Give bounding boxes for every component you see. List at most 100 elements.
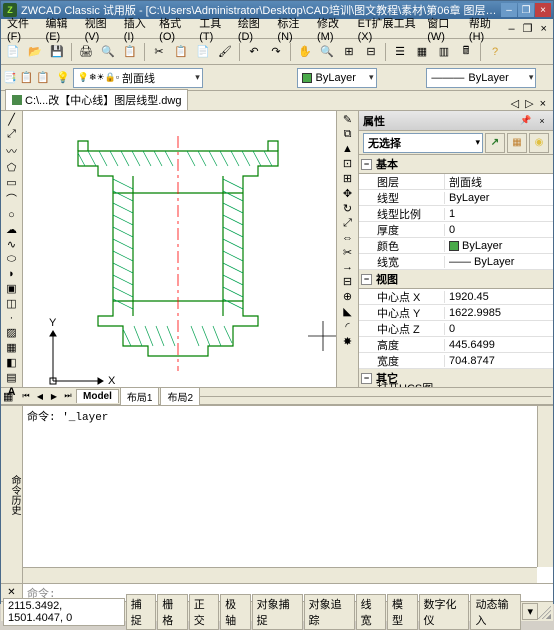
selection-combo[interactable]: 无选择 (363, 133, 483, 153)
scale-button[interactable]: ⤢ (343, 217, 352, 230)
explode-button[interactable]: ✸ (343, 335, 352, 348)
revcloud-button[interactable]: ☁ (3, 223, 21, 236)
array-button[interactable]: ⊞ (343, 172, 352, 185)
prop-row[interactable]: 线型ByLayer (359, 190, 553, 206)
menu-file[interactable]: 文件(F) (3, 13, 42, 45)
layer-combo[interactable]: 💡❄☀🔒▫ 剖面线 (73, 68, 203, 88)
circle-button[interactable]: ○ (3, 209, 21, 221)
ortho-toggle[interactable]: 正交 (189, 594, 219, 630)
layout2-tab[interactable]: 布局2 (160, 387, 200, 405)
properties-pin-icon[interactable]: 📌 (519, 114, 533, 128)
quickselect-button[interactable]: ↗ (485, 133, 505, 153)
chamfer-button[interactable]: ◣ (343, 305, 351, 318)
break-button[interactable]: ⊟ (343, 275, 352, 288)
calc-button[interactable]: 🖩 (456, 42, 476, 62)
osnap-toggle[interactable]: 对象捕捉 (252, 594, 303, 630)
mirror-button[interactable]: ▲ (342, 143, 353, 155)
polygon-button[interactable]: ⬠ (3, 161, 21, 174)
dyn-toggle[interactable]: 动态输入 (470, 594, 521, 630)
open-button[interactable]: 📂 (25, 42, 45, 62)
prop-value[interactable]: 0 (444, 224, 553, 236)
prop-group[interactable]: −视图 (359, 270, 553, 289)
stretch-button[interactable]: ⇔ (342, 232, 353, 244)
layer-mgr-button[interactable]: 📑 (3, 71, 17, 84)
prop-row[interactable]: 颜色ByLayer (359, 238, 553, 254)
tab-first-button[interactable]: ⏮ (19, 389, 33, 403)
resize-grip-icon[interactable] (538, 605, 551, 619)
prop-value[interactable]: 1 (444, 208, 553, 220)
gradient-button[interactable]: ▦ (3, 341, 21, 354)
otrack-toggle[interactable]: 对象追踪 (304, 594, 355, 630)
menu-modify[interactable]: 修改(M) (313, 13, 354, 45)
prop-value[interactable]: 1920.45 (444, 291, 553, 303)
linetype-combo[interactable]: ——— ByLayer (426, 68, 536, 88)
pline-button[interactable]: 〰 (3, 143, 21, 159)
select-button[interactable]: ◉ (529, 133, 549, 153)
prop-value[interactable]: —— ByLayer (444, 256, 553, 268)
rect-button[interactable]: ▭ (3, 176, 21, 189)
model-tab[interactable]: Model (76, 389, 119, 403)
save-button[interactable]: 💾 (47, 42, 67, 62)
cmd-vscrollbar[interactable] (537, 406, 553, 567)
move-button[interactable]: ✥ (343, 187, 352, 200)
pickadd-button[interactable]: ▦ (507, 133, 527, 153)
prop-value[interactable]: 剖面线 (444, 174, 553, 190)
menu-edit[interactable]: 编辑(E) (42, 13, 81, 45)
ellipse-button[interactable]: ⬭ (3, 253, 21, 266)
spline-button[interactable]: ∿ (3, 238, 21, 251)
fillet-button[interactable]: ◜ (345, 320, 349, 333)
copy-button[interactable]: 📋 (171, 42, 191, 62)
zoom-rt-button[interactable]: 🔍 (317, 42, 337, 62)
tablet-toggle[interactable]: 数字化仪 (419, 594, 470, 630)
arc-button[interactable]: ⌒ (3, 191, 21, 207)
prop-row[interactable]: 图层剖面线 (359, 174, 553, 190)
offset-button[interactable]: ⊡ (343, 157, 352, 170)
zoom-win-button[interactable]: ⊞ (339, 42, 359, 62)
close-button[interactable]: × (535, 3, 551, 17)
menu-window[interactable]: 窗口(W) (423, 13, 465, 45)
prop-value[interactable]: 704.8747 (444, 355, 553, 367)
properties-close-icon[interactable]: × (535, 114, 549, 128)
block-button[interactable]: ◫ (3, 297, 21, 310)
prop-row[interactable]: 高度445.6499 (359, 337, 553, 353)
prop-row[interactable]: 线宽—— ByLayer (359, 254, 553, 270)
prop-value[interactable]: 0 (444, 323, 553, 335)
new-button[interactable]: 📄 (3, 42, 23, 62)
expand-icon[interactable]: − (361, 159, 372, 170)
layer-states-button[interactable]: 📋 (36, 71, 50, 84)
props-button[interactable]: ☰ (390, 42, 410, 62)
publish-button[interactable]: 📋 (120, 42, 140, 62)
menu-format[interactable]: 格式(O) (155, 13, 195, 45)
print-button[interactable]: 🖨 (76, 42, 96, 62)
color-combo[interactable]: ByLayer (297, 68, 377, 88)
status-menu-button[interactable]: ▾ (522, 603, 538, 620)
prop-value[interactable]: ByLayer (444, 192, 553, 204)
prop-row[interactable]: 厚度0 (359, 222, 553, 238)
command-history-text[interactable]: 命令: '_layer (23, 406, 553, 583)
join-button[interactable]: ⊕ (343, 290, 352, 303)
prop-value[interactable]: ByLayer (444, 240, 553, 252)
extend-button[interactable]: → (342, 261, 353, 273)
expand-icon[interactable]: − (361, 274, 372, 285)
layout1-tab[interactable]: 布局1 (120, 387, 160, 405)
pan-button[interactable]: ✋ (295, 42, 315, 62)
restore-button[interactable]: ❐ (518, 3, 534, 17)
menu-insert[interactable]: 插入(I) (120, 13, 155, 45)
menu-draw[interactable]: 绘图(D) (234, 13, 274, 45)
menu-dim[interactable]: 标注(N) (273, 13, 313, 45)
help-button[interactable]: ? (485, 42, 505, 62)
matchprop-button[interactable]: 🖌 (215, 42, 235, 62)
tab-nav-left-icon[interactable]: ◁ (508, 97, 522, 110)
model-toggle[interactable]: 模型 (387, 594, 417, 630)
layermgr-icon[interactable]: 💡 (56, 71, 70, 84)
preview-button[interactable]: 🔍 (98, 42, 118, 62)
tab-extra-button[interactable]: ▦ (3, 390, 19, 403)
prop-row[interactable]: 中心点 X1920.45 (359, 289, 553, 305)
rotate-button[interactable]: ↻ (343, 202, 352, 215)
hatch-button[interactable]: ▨ (3, 326, 21, 339)
copy2-button[interactable]: ⧉ (344, 128, 352, 141)
redo-button[interactable]: ↷ (266, 42, 286, 62)
cut-button[interactable]: ✂ (149, 42, 169, 62)
tab-close-icon[interactable]: × (537, 98, 549, 110)
point-button[interactable]: · (3, 312, 21, 324)
